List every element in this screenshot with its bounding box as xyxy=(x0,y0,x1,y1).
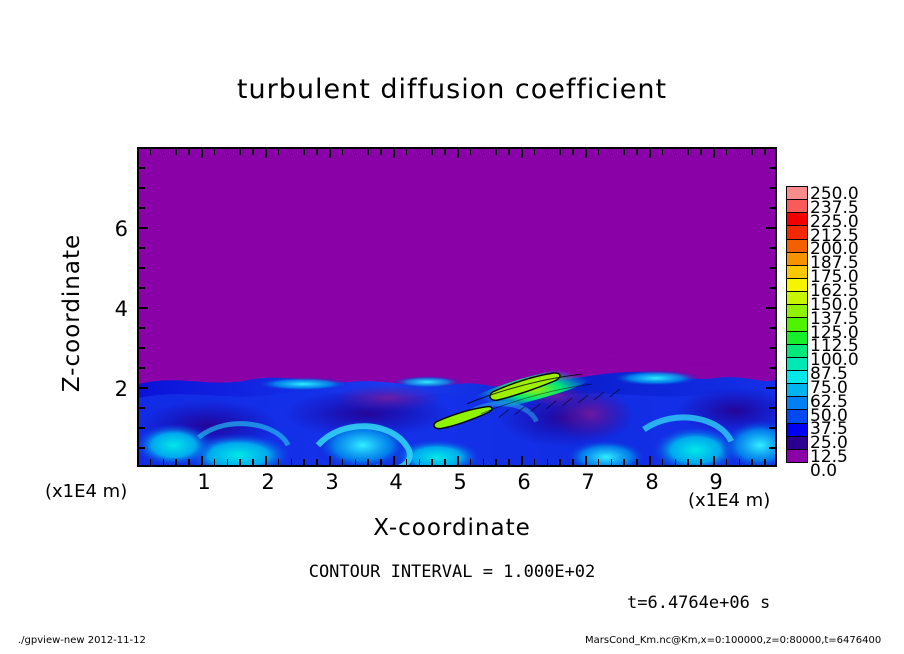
x-tick-label: 6 xyxy=(517,470,531,494)
colorbar-band xyxy=(787,318,807,332)
colorbar-tick-label: 87.5 xyxy=(810,364,848,385)
footer-right: MarsCond_Km.nc@Km,x=0:100000,z=0:80000,t… xyxy=(585,635,882,646)
plot-area xyxy=(137,147,777,467)
colorbar-band xyxy=(787,252,807,266)
colorbar-tick-label: 162.5 xyxy=(810,280,859,301)
y-tick-label: 2 xyxy=(114,377,128,401)
x-tick-label: 2 xyxy=(261,470,275,494)
colorbar-band xyxy=(787,423,807,437)
colorbar-band xyxy=(787,436,807,450)
colorbar-band xyxy=(787,397,807,411)
colorbar-tick-label: 200.0 xyxy=(810,239,859,260)
footer-left: ./gpview-new 2012-11-12 xyxy=(18,635,146,646)
colorbar-band xyxy=(787,239,807,253)
colorbar-tick-label: 50.0 xyxy=(810,405,848,426)
colorbar-tick-label: 125.0 xyxy=(810,322,859,343)
colorbar-band xyxy=(787,187,807,201)
colorbar-band xyxy=(787,292,807,306)
colorbar-tick-label: 150.0 xyxy=(810,294,859,315)
y-axis-unit: (x1E4 m) xyxy=(45,481,128,502)
colorbar-band xyxy=(787,344,807,358)
colorbar-band xyxy=(787,384,807,398)
y-axis-title: Z-coordinate xyxy=(59,233,85,393)
x-axis-title: X-coordinate xyxy=(373,515,531,541)
time-label: t=6.4764e+06 s xyxy=(627,593,771,613)
colorbar-tick-label: 25.0 xyxy=(810,433,848,454)
colorbar-band xyxy=(787,213,807,227)
y-tick-label: 6 xyxy=(114,217,128,241)
contour-interval-label: CONTOUR INTERVAL = 1.000E+02 xyxy=(308,562,596,582)
x-tick-label: 3 xyxy=(325,470,339,494)
colorbar xyxy=(786,186,808,463)
colorbar-tick-label: 137.5 xyxy=(810,308,859,329)
colorbar-tick-label: 175.0 xyxy=(810,267,859,288)
colorbar-tick-label: 12.5 xyxy=(810,447,848,468)
colorbar-band xyxy=(787,305,807,319)
colorbar-band xyxy=(787,265,807,279)
x-tick-label: 5 xyxy=(453,470,467,494)
colorbar-tick-label: 75.0 xyxy=(810,377,848,398)
heatmap-field xyxy=(139,149,775,465)
colorbar-tick-label: 112.5 xyxy=(810,336,859,357)
colorbar-tick-label: 62.5 xyxy=(810,391,848,412)
x-axis-unit: (x1E4 m) xyxy=(688,490,771,511)
x-tick-label: 1 xyxy=(197,470,211,494)
colorbar-tick-label: 0.0 xyxy=(810,461,838,481)
x-tick-label: 4 xyxy=(389,470,403,494)
x-tick-label: 7 xyxy=(581,470,595,494)
colorbar-labels: 250.0 237.5 225.0 212.5 200.0 187.5 175.0 162.5… xyxy=(810,178,900,480)
colorbar-band xyxy=(787,331,807,345)
x-tick-label: 8 xyxy=(645,470,659,494)
colorbar-tick-label: 100.0 xyxy=(810,350,859,371)
colorbar-band xyxy=(787,449,807,462)
colorbar-band xyxy=(787,200,807,214)
colorbar-tick-label: 250.0 xyxy=(810,184,859,204)
colorbar-band xyxy=(787,370,807,385)
colorbar-bands xyxy=(786,186,808,463)
colorbar-band xyxy=(787,410,807,424)
colorbar-tick-label: 187.5 xyxy=(810,253,859,274)
colorbar-band xyxy=(787,278,807,293)
colorbar-tick-label: 237.5 xyxy=(810,197,859,218)
colorbar-tick-label: 225.0 xyxy=(810,211,859,232)
y-tick-label: 4 xyxy=(114,297,128,321)
colorbar-band xyxy=(787,226,807,240)
colorbar-band xyxy=(787,357,807,371)
colorbar-tick-label: 212.5 xyxy=(810,225,859,246)
colorbar-tick-label: 37.5 xyxy=(810,419,848,440)
page-title: turbulent diffusion coefficient xyxy=(236,74,668,105)
x-tick-label: 9 xyxy=(709,470,723,494)
